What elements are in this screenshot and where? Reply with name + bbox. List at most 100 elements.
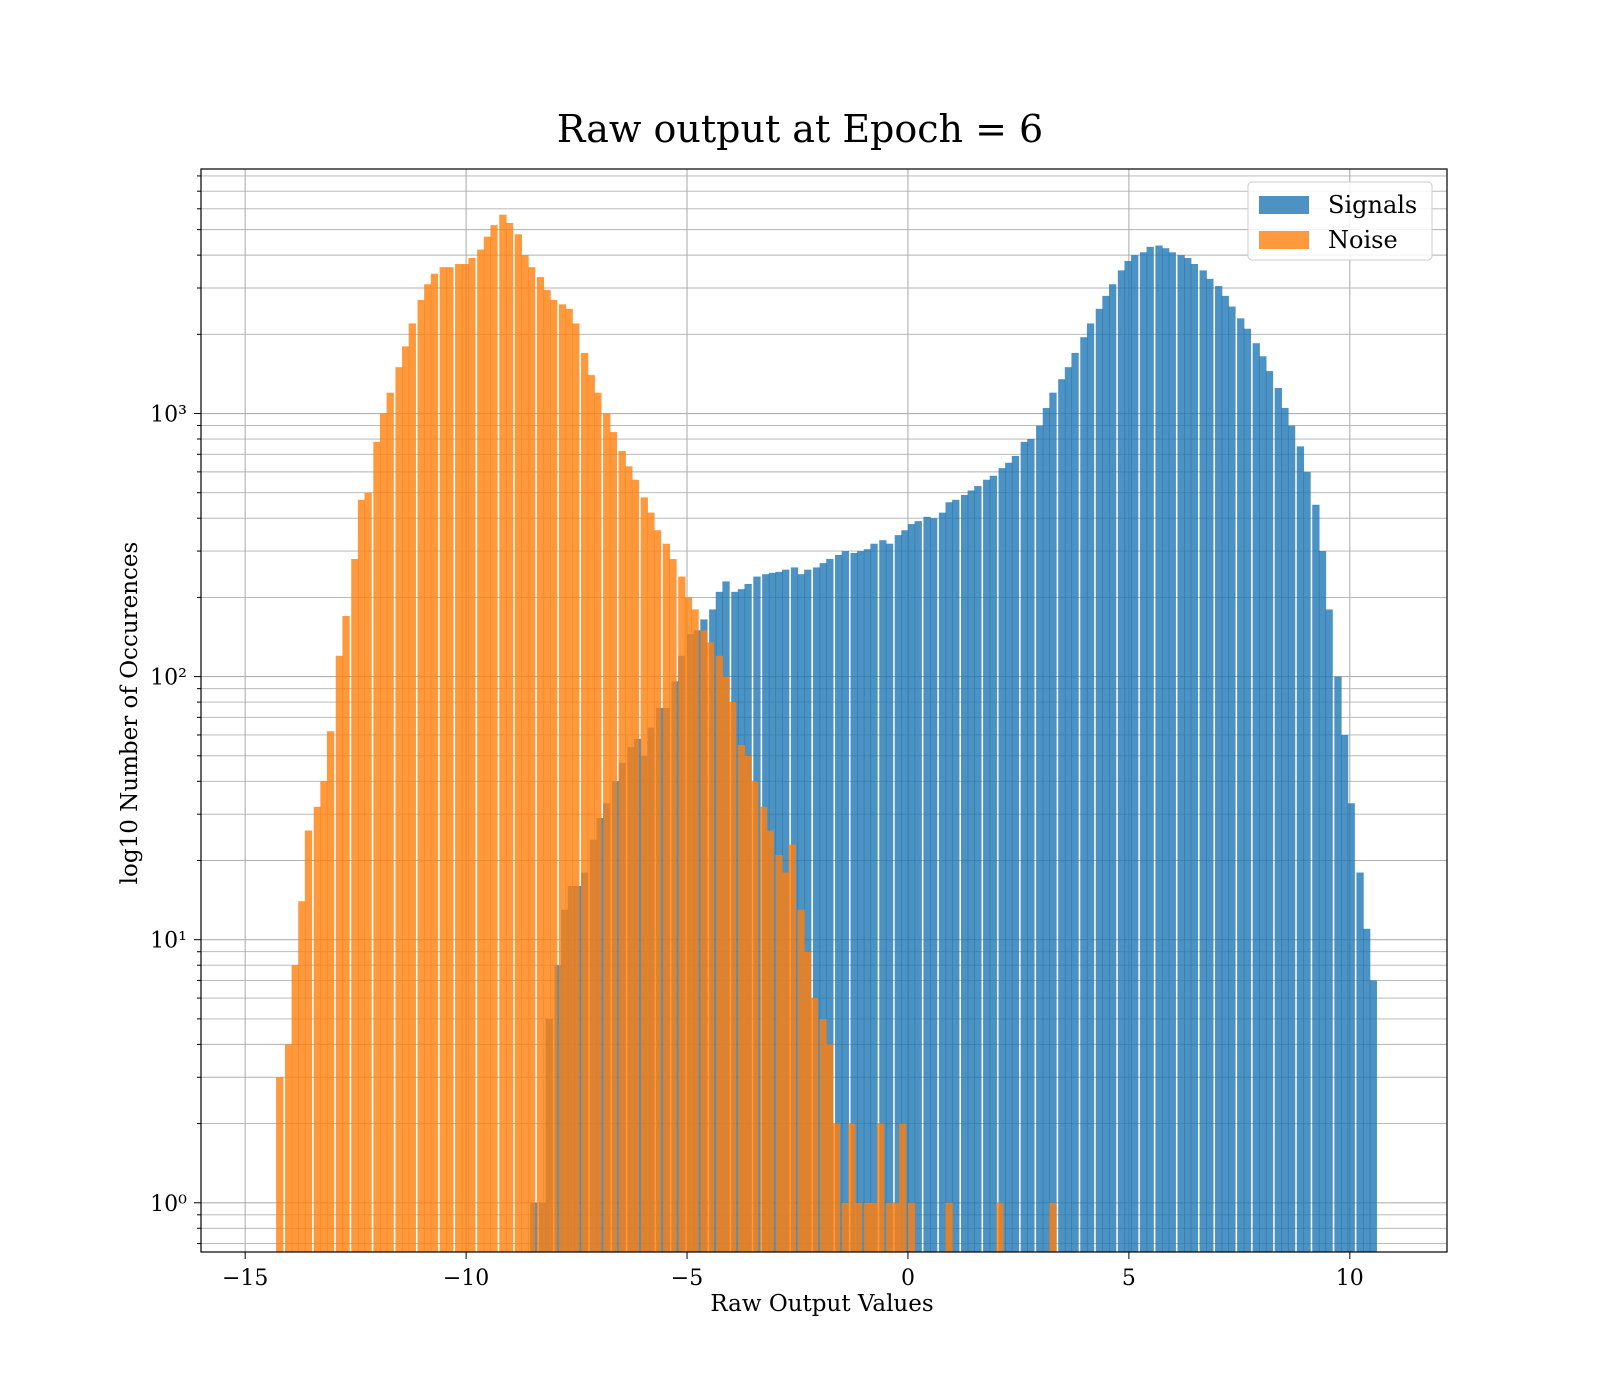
bar-signals [1177,255,1185,1252]
bar-signals [1274,388,1282,1252]
bar-signals [1020,441,1028,1253]
bar-noise [468,258,476,1252]
bar-noise [1049,1202,1057,1252]
bar-noise [291,965,299,1252]
bar-signals [1117,270,1126,1253]
bar-noise [342,615,350,1252]
legend-swatch-signals [1259,196,1309,214]
bar-signals [1221,295,1229,1252]
bar-noise [996,1202,1004,1252]
bar-signals [907,524,916,1252]
bar-signals [1252,343,1260,1252]
bar-noise [669,558,677,1252]
bar-noise [379,413,388,1252]
legend: Signals Noise [1247,181,1433,261]
bar-noise [854,1202,863,1252]
bar-signals [1340,734,1349,1252]
bar-signals [1064,367,1073,1252]
bar-signals [1199,270,1207,1253]
bar-signals [983,479,991,1253]
bar-signals [894,535,902,1252]
bar-noise [907,1202,916,1252]
bar-signals [1356,872,1364,1252]
bar-signals [835,554,843,1252]
bar-signals [938,512,947,1252]
bar-signals [1228,306,1236,1252]
bar-noise [819,1018,827,1252]
legend-label-noise: Noise [1328,226,1398,254]
bar-signals [1265,371,1274,1252]
x-tick-label: 0 [901,1266,915,1291]
bar-signals [1162,248,1170,1252]
x-tick-label: 10 [1336,1266,1364,1291]
ticks-layer: −15 −10 −5 0 5 10 10⁰ 10¹ 10² 10³ [150,175,1364,1291]
plot-frame [200,168,1448,1253]
bar-signals [1146,246,1154,1252]
bar-signals [863,549,872,1252]
bar-noise [430,273,439,1252]
bar-noise [759,806,768,1252]
legend-swatch-noise [1259,231,1309,249]
bar-noise [788,844,796,1252]
x-axis-title: Raw Output Values [710,1291,933,1317]
bar-noise [284,1044,293,1252]
bar-signals [1347,803,1355,1252]
bar-signals [1086,323,1095,1252]
bar-noise [848,1123,856,1252]
bar-noise [386,392,394,1253]
bar-signals [1312,504,1320,1252]
bar-noise [782,872,790,1252]
bar-signals [967,490,975,1253]
bar-signals [841,551,849,1252]
bar-noise [885,1202,894,1252]
bar-noise [594,392,602,1253]
bar-noise [603,413,611,1252]
bar-signals [914,521,922,1252]
bar-signals [1080,337,1088,1252]
bar-noise [408,323,416,1252]
bar-signals [1215,286,1223,1253]
bar-noise [737,744,746,1252]
bar-noise [335,655,344,1252]
bar-signals [1363,928,1371,1252]
bar-noise [446,267,454,1252]
y-tick-label: 10¹ [150,929,187,954]
bar-noise [609,432,617,1252]
bar-signals [1184,258,1192,1252]
bar-signals [1296,446,1305,1252]
bar-noise [402,346,410,1252]
bar-signals [857,551,865,1252]
bar-signals [804,569,812,1252]
bar-signals [885,543,894,1252]
bar-noise [751,781,759,1252]
bar-noise [417,300,425,1252]
x-tick-label: 5 [1122,1266,1136,1291]
bar-noise [477,249,485,1252]
bar-noise [572,323,580,1252]
bar-signals [1287,425,1296,1252]
bar-noise [766,830,774,1252]
bar-signals [819,563,827,1252]
bar-signals [1318,551,1327,1252]
bar-signals [952,499,960,1252]
bar-noise [558,304,567,1252]
bar-noise [715,655,724,1252]
bar-noise [706,642,715,1252]
y-axis-title: log10 Number of Occurences [117,542,143,885]
bar-noise [810,998,819,1252]
bar-noise [870,1202,878,1252]
bar-noise [483,236,492,1253]
bar-signals [1005,462,1013,1252]
bar-signals [1095,308,1104,1252]
bar-noise [804,951,812,1252]
bar-signals [998,468,1006,1252]
bar-noise [722,676,730,1252]
y-tick-label: 10⁰ [150,1192,187,1217]
bar-signals [1108,284,1117,1252]
bar-signals [1124,260,1132,1252]
bars-layer [276,214,1377,1253]
bar-noise [304,830,313,1252]
bar-signals [923,516,931,1252]
